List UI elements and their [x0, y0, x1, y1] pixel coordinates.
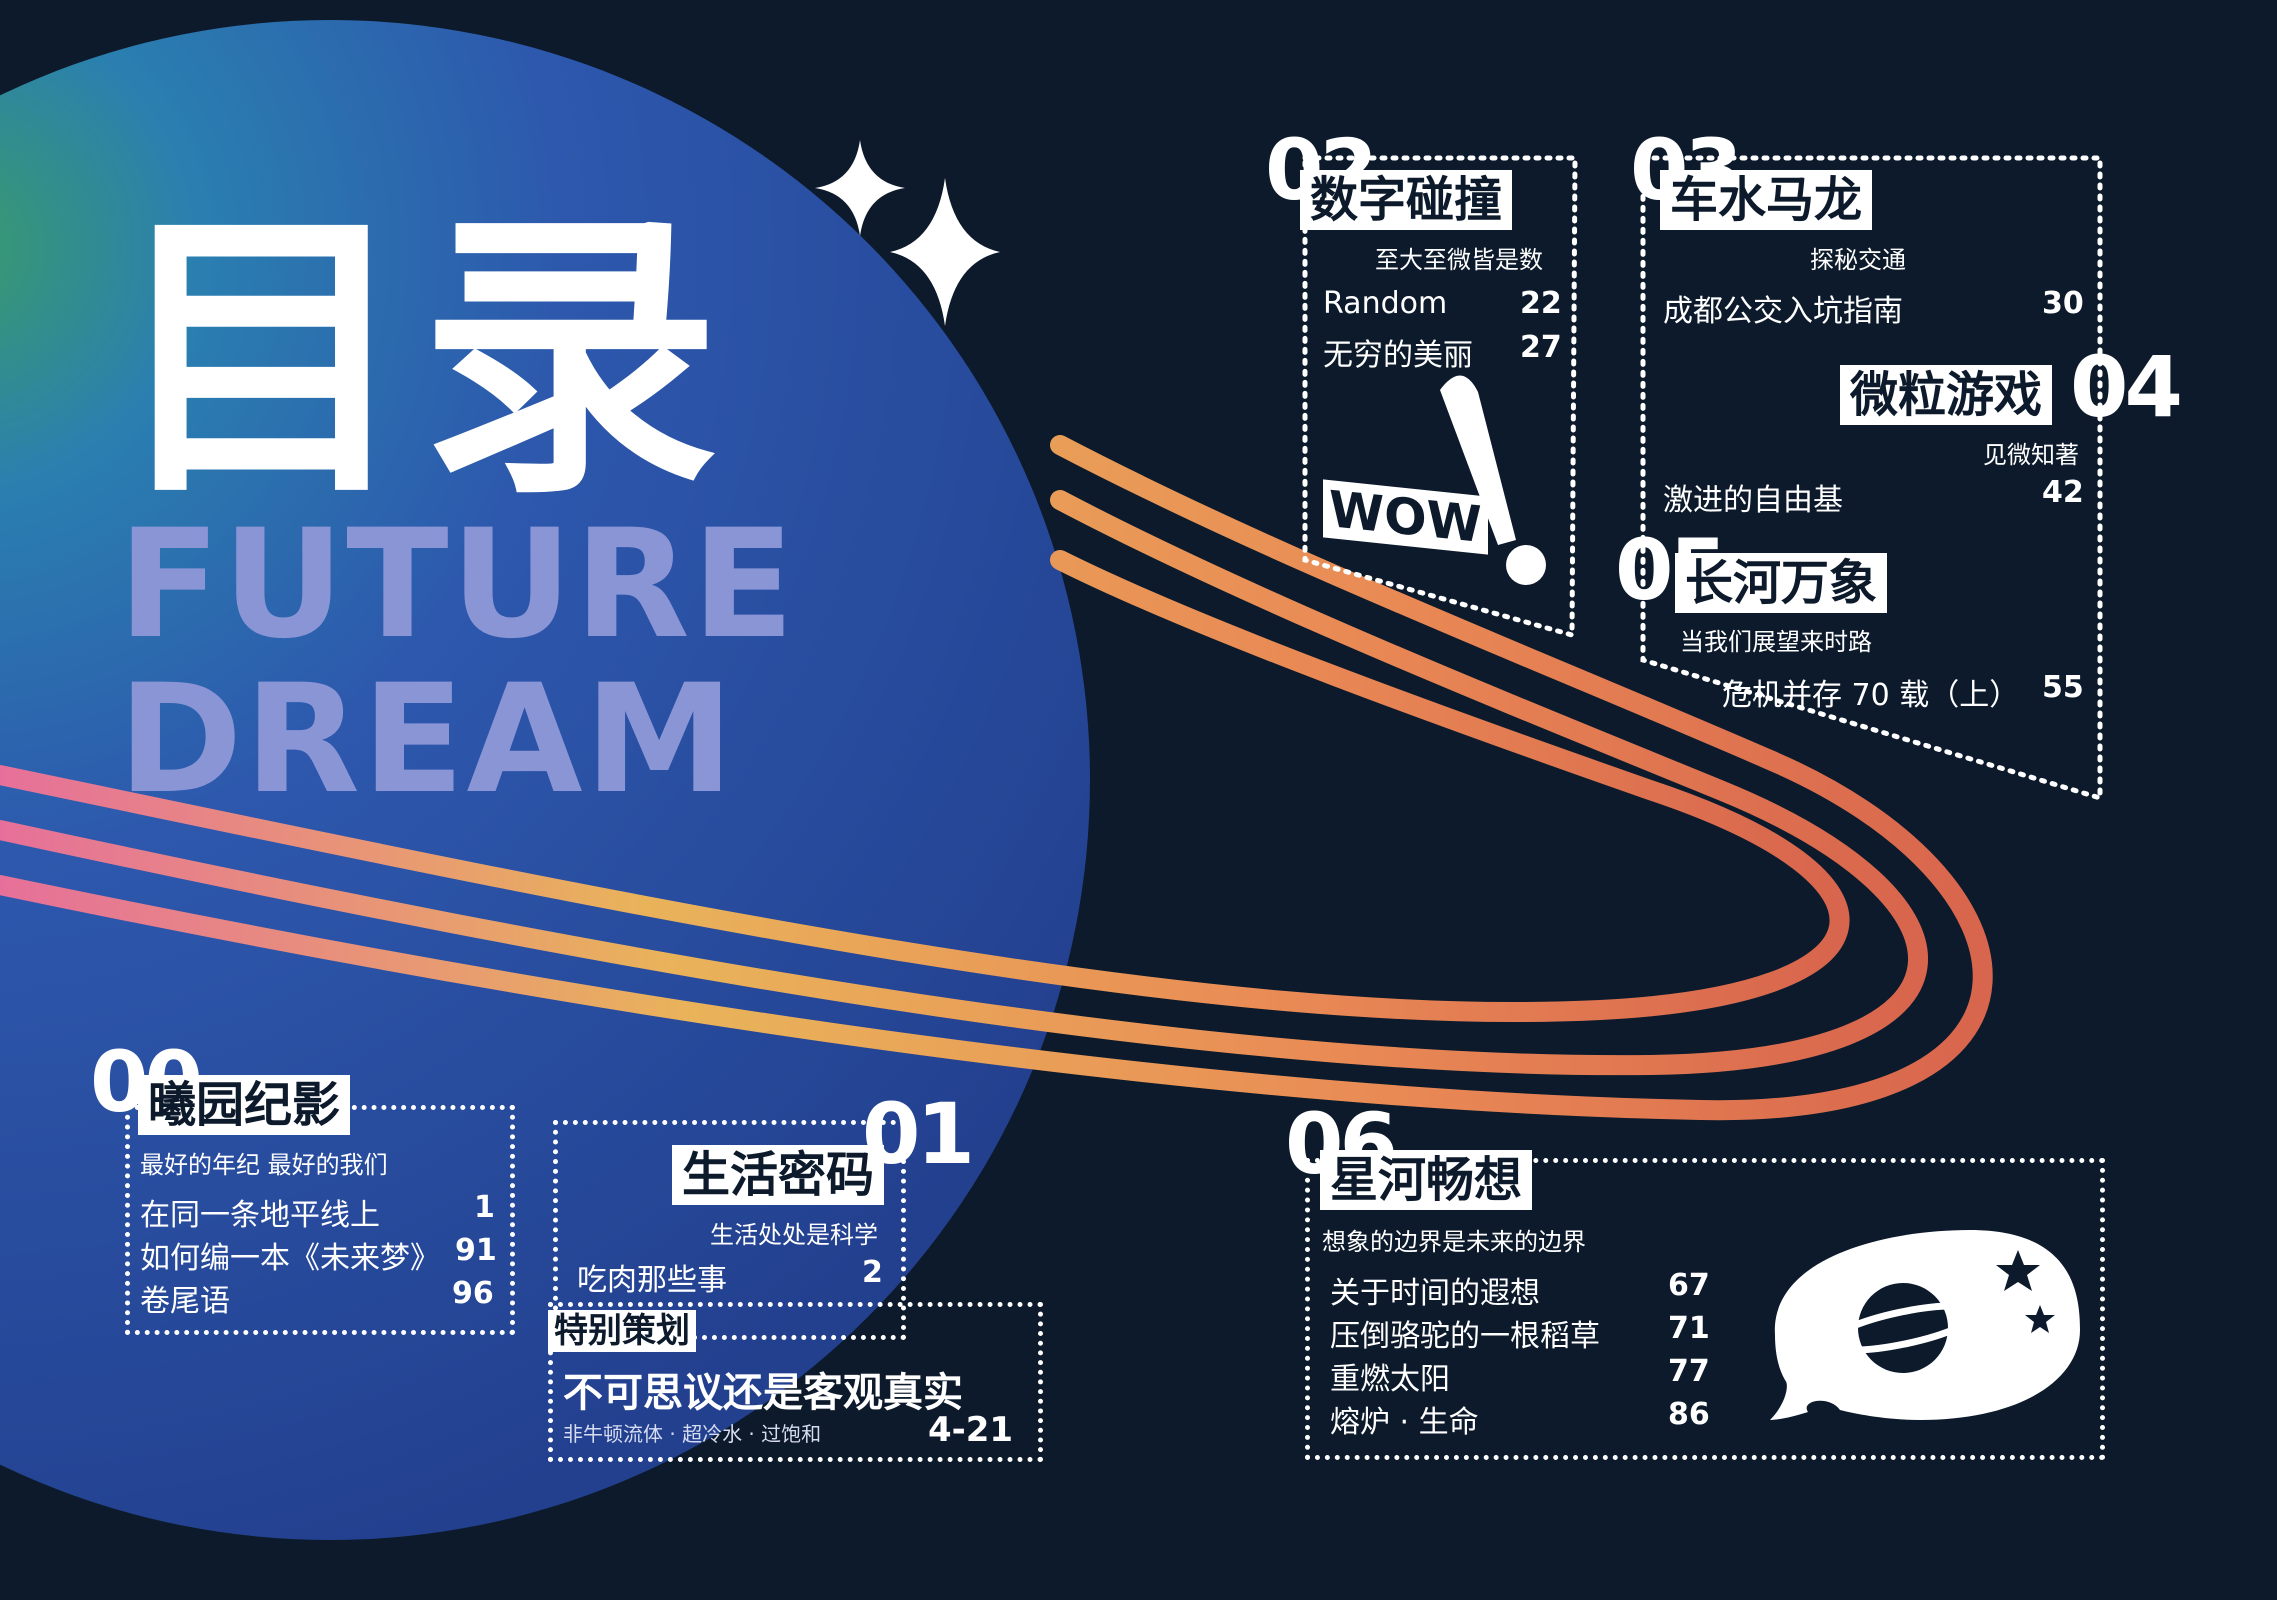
- toc-entry-page: 30: [2042, 286, 2084, 321]
- section-label: 车水马龙: [1660, 170, 1873, 230]
- toc-entry-page: 2: [862, 1255, 883, 1290]
- section-06-frame: [1305, 1158, 2105, 1460]
- section-label: 星河畅想: [1320, 1150, 1533, 1210]
- section-label: 曦园纪影: [138, 1075, 351, 1135]
- toc-entry-page: 67: [1668, 1268, 1710, 1303]
- sparkle-star-icons: [815, 140, 1000, 326]
- section-label: 长河万象: [1675, 553, 1888, 613]
- toc-entry-title[interactable]: 熔炉 · 生命: [1330, 1405, 1479, 1440]
- section-subtitle: 见微知著: [1983, 441, 2079, 469]
- section-number: 04: [2070, 338, 2183, 436]
- section-label: 生活密码: [672, 1145, 885, 1205]
- page-title-en-line2: DREAM: [118, 653, 736, 827]
- toc-entry-page: 22: [1520, 286, 1562, 321]
- page-title-cn: 目录: [112, 185, 728, 534]
- section-subtitle: 想象的边界是未来的边界: [1322, 1228, 1586, 1256]
- page-title-en-line1: FUTURE: [118, 498, 797, 672]
- section-label: 微粒游戏: [1840, 365, 2053, 425]
- toc-entry-title[interactable]: 吃肉那些事: [577, 1263, 727, 1298]
- speech-bubble-planet-icon: [1770, 1230, 2080, 1420]
- section-subtitle: 最好的年纪 最好的我们: [140, 1151, 388, 1179]
- section-01-frame: [553, 1120, 906, 1340]
- toc-entry-title[interactable]: 卷尾语: [140, 1284, 230, 1319]
- toc-entry-title[interactable]: 无穷的美丽: [1323, 338, 1473, 373]
- section-subtitle: 当我们展望来时路: [1680, 628, 1872, 656]
- exclamation-icon: [1440, 375, 1546, 585]
- toc-entry-title[interactable]: 压倒骆驼的一根稻草: [1330, 1319, 1600, 1354]
- toc-entry-page: 91: [455, 1233, 497, 1268]
- planet-rings: [0, 435, 1993, 1121]
- special-pages: 4-21: [928, 1410, 1014, 1450]
- special-headline[interactable]: 不可思议还是客观真实: [563, 1370, 963, 1416]
- toc-entry-page: 77: [1668, 1354, 1710, 1389]
- toc-entry-title[interactable]: 关于时间的遐想: [1330, 1276, 1540, 1311]
- section-subtitle: 至大至微皆是数: [1375, 246, 1543, 274]
- section-subtitle: 生活处处是科学: [710, 1221, 878, 1249]
- toc-entry-title[interactable]: 如何编一本《未来梦》: [140, 1241, 440, 1276]
- toc-entry-title[interactable]: 在同一条地平线上: [140, 1198, 380, 1233]
- section-subtitle: 探秘交通: [1810, 246, 1906, 274]
- special-subtitle: 非牛顿流体 · 超冷水 · 过饱和: [563, 1422, 822, 1446]
- toc-entry-title[interactable]: 激进的自由基: [1663, 483, 1843, 518]
- toc-entry-page: 27: [1520, 330, 1562, 365]
- special-label: 特别策划: [548, 1310, 696, 1352]
- toc-entry-page: 55: [2042, 670, 2084, 705]
- special-feature-frame: [548, 1302, 1043, 1462]
- toc-entry-page: 42: [2042, 475, 2084, 510]
- section-number: 01: [862, 1085, 975, 1183]
- toc-entry-page: 1: [474, 1190, 495, 1225]
- section-label: 数字碰撞: [1300, 170, 1513, 230]
- toc-entry-page: 96: [452, 1276, 494, 1311]
- toc-entry-page: 71: [1668, 1311, 1710, 1346]
- toc-entry-page: 86: [1668, 1397, 1710, 1432]
- toc-entry-title[interactable]: Random: [1323, 286, 1448, 321]
- toc-entry-title[interactable]: 成都公交入坑指南: [1663, 294, 1903, 329]
- toc-entry-title[interactable]: 危机并存 70 载（上）: [1722, 678, 2020, 713]
- toc-entry-title[interactable]: 重燃太阳: [1330, 1362, 1450, 1397]
